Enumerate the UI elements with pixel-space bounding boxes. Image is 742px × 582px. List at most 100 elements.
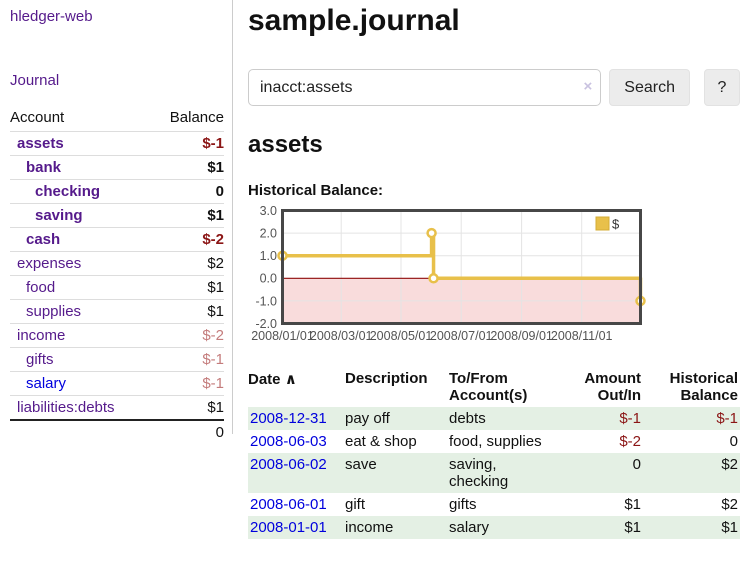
register-header-amount: Amount Out/In: [584, 370, 641, 404]
transaction-amount: $-1: [619, 410, 641, 427]
transaction-balance: $1: [721, 519, 738, 536]
transaction-date-link[interactable]: 2008-06-01: [250, 496, 327, 513]
account-link-income[interactable]: income: [17, 327, 66, 344]
register-header-description: Description: [345, 370, 428, 387]
account-balance: $-1: [150, 347, 224, 372]
transaction-balance: 0: [729, 433, 738, 450]
account-balance: $-1: [150, 371, 224, 396]
account-row: salary $-1: [10, 371, 224, 396]
account-row: food $1: [10, 275, 224, 300]
account-balance: $1: [150, 203, 224, 228]
transaction-date-link[interactable]: 2008-06-02: [250, 456, 327, 473]
account-link-expenses[interactable]: expenses: [17, 255, 82, 272]
transaction-accounts: gifts: [449, 496, 477, 513]
main-panel: sample.journal × Search ? assets Histori…: [248, 0, 740, 539]
transaction-amount: $1: [624, 519, 641, 536]
y-axis-ticks: 3.0 2.0 1.0 0.0 -1.0 -2.0: [255, 206, 277, 331]
account-link-supplies[interactable]: supplies: [26, 303, 82, 320]
chart-legend: $: [595, 216, 620, 232]
transaction-description: pay off: [345, 410, 390, 427]
svg-text:2008/01/01: 2008/01/01: [251, 329, 314, 343]
sort-ascending-icon: ∧: [284, 371, 297, 388]
transaction-description: save: [345, 456, 377, 473]
sidebar-item-journal[interactable]: Journal: [10, 72, 60, 89]
account-row: supplies $1: [10, 299, 224, 324]
account-balance: $-1: [150, 131, 224, 156]
accounts-total-value: 0: [150, 419, 224, 444]
account-balance: $-2: [150, 227, 224, 252]
register-header-accounts: To/From Account(s): [449, 370, 528, 404]
register-header-row: Date ∧ Description To/From Account(s) Am…: [248, 367, 740, 407]
account-row: liabilities:debts $1: [10, 395, 224, 420]
accounts-total-row: 0: [10, 419, 224, 444]
register-header-date[interactable]: Date ∧: [248, 371, 297, 388]
sidebar: hledger-web Journal Account Balance asse…: [0, 0, 233, 444]
data-point: [426, 227, 437, 239]
transaction-balance: $2: [721, 456, 738, 473]
plot-border: [281, 209, 642, 325]
account-link-checking[interactable]: checking: [35, 183, 101, 200]
transaction-date-link[interactable]: 2008-12-31: [250, 410, 327, 427]
account-link-cash[interactable]: cash: [26, 231, 61, 248]
svg-text:0.0: 0.0: [260, 272, 277, 286]
transaction-amount: $-2: [619, 433, 641, 450]
register-header-balance: Historical Balance: [669, 370, 738, 404]
account-row: assets $-1: [10, 131, 224, 156]
search-form: × Search ?: [248, 69, 740, 106]
svg-text:2008/05/01: 2008/05/01: [370, 329, 433, 343]
account-heading: assets: [248, 131, 323, 158]
transaction-accounts: debts: [449, 410, 486, 427]
accounts-header-balance: Balance: [150, 105, 224, 132]
account-link-salary[interactable]: salary: [26, 375, 67, 392]
account-link-assets[interactable]: assets: [17, 135, 64, 152]
transaction-date-link[interactable]: 2008-01-01: [250, 519, 327, 536]
search-input[interactable]: [248, 69, 602, 106]
legend-label: $: [612, 217, 620, 232]
svg-text:2008/03/01: 2008/03/01: [310, 329, 373, 343]
account-balance: $1: [150, 299, 224, 324]
account-row: gifts $-1: [10, 347, 224, 372]
register-row: 2008-01-01 income salary $1 $1: [248, 516, 740, 539]
page-title: sample.journal: [248, 4, 460, 37]
account-row: cash $-2: [10, 227, 224, 252]
register-table: Date ∧ Description To/From Account(s) Am…: [248, 367, 740, 539]
account-link-liabilities-debts[interactable]: liabilities:debts: [17, 399, 115, 416]
transaction-description: income: [345, 519, 394, 536]
legend-swatch-icon: [595, 216, 610, 231]
transaction-balance: $-1: [716, 410, 738, 427]
search-button[interactable]: Search: [609, 69, 690, 106]
accounts-table: Account Balance assets $-1 bank $1 check…: [10, 105, 224, 444]
account-balance: $1: [150, 395, 224, 420]
data-point: [428, 273, 439, 284]
account-row: saving $1: [10, 203, 224, 228]
transaction-description: gift: [345, 496, 366, 513]
account-link-food[interactable]: food: [26, 279, 56, 296]
account-link-gifts[interactable]: gifts: [26, 351, 54, 368]
chart-title: Historical Balance:: [248, 182, 384, 199]
account-row: income $-2: [10, 323, 224, 348]
svg-text:2.0: 2.0: [260, 227, 277, 241]
transaction-accounts: food, supplies: [449, 433, 542, 450]
account-link-bank[interactable]: bank: [26, 159, 62, 176]
app-title-link[interactable]: hledger-web: [10, 8, 93, 25]
account-balance: $1: [150, 155, 224, 180]
transaction-date-link[interactable]: 2008-06-03: [250, 433, 327, 450]
transaction-amount: 0: [632, 456, 641, 473]
svg-text:2008/07/01: 2008/07/01: [430, 329, 493, 343]
account-row: expenses $2: [10, 251, 224, 276]
register-row: 2008-06-02 save saving, checking 0 $2: [248, 453, 740, 493]
account-row: checking 0: [10, 179, 224, 204]
svg-text:3.0: 3.0: [260, 206, 277, 218]
transaction-accounts: saving, checking: [449, 456, 509, 490]
account-balance: $1: [150, 275, 224, 300]
clear-search-icon[interactable]: ×: [583, 78, 593, 95]
account-row: bank $1: [10, 155, 224, 180]
account-link-saving[interactable]: saving: [35, 207, 83, 224]
transaction-description: eat & shop: [345, 433, 417, 450]
x-axis-ticks: 2008/01/01 2008/03/01 2008/05/01 2008/07…: [251, 329, 612, 343]
svg-text:1.0: 1.0: [260, 249, 277, 263]
search-box: ×: [248, 69, 602, 106]
help-button[interactable]: ?: [704, 69, 740, 106]
svg-text:-2.0: -2.0: [255, 317, 277, 331]
